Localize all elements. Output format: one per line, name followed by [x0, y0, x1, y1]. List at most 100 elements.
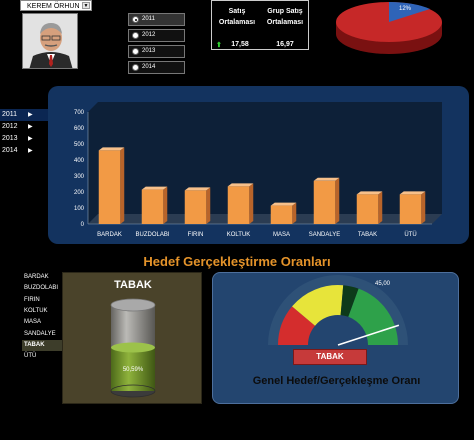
bar — [270, 205, 293, 224]
play-arrow-icon: ▶ — [28, 112, 33, 118]
year-radio-label: 2011 — [142, 16, 155, 22]
gauge-title: Genel Hedef/Gerçekleşme Oranı — [252, 375, 421, 387]
person-photo — [22, 13, 78, 69]
gauge-zone-green — [348, 288, 398, 345]
bar-top — [399, 191, 426, 195]
x-tick-label: ÜTÜ — [404, 231, 416, 238]
stat-value-sales-average: 17,58 — [231, 41, 249, 48]
y-tick-label: 100 — [74, 206, 85, 212]
pie-share-label: 12% — [399, 6, 412, 12]
x-tick-label: TABAK — [358, 232, 377, 238]
gauge-zone-yellow — [292, 285, 344, 326]
cylinder-title: TABAK — [114, 279, 152, 291]
person-select[interactable]: KEREM ÖRHUN ▼ — [20, 0, 92, 11]
bar-side — [335, 177, 340, 224]
bar-side — [292, 202, 297, 224]
up-arrow-icon: ⬆ — [216, 42, 222, 49]
target-cylinder-panel: TABAK 50,59% — [62, 272, 202, 404]
year-radio-label: 2012 — [142, 32, 156, 38]
bar-side — [421, 191, 426, 224]
x-tick-label: MASA — [273, 232, 290, 238]
x-tick-label: FIRIN — [188, 232, 204, 238]
bar — [399, 194, 422, 224]
bar-side — [378, 191, 383, 224]
chevron-down-icon[interactable]: ▼ — [82, 2, 90, 9]
cylinder-fill — [111, 347, 155, 391]
gauge-value-label: 45,00 — [375, 281, 391, 287]
cylinder-percent-label: 50,59% — [123, 367, 144, 373]
y-tick-label: 500 — [74, 142, 85, 148]
x-tick-label: BUZDOLABI — [135, 232, 169, 238]
pie-slice-share — [389, 1, 430, 23]
year-radio-label: 2013 — [142, 48, 156, 54]
year-list-item-2011[interactable]: 2011 ▶ — [0, 109, 50, 121]
year-list-label: 2012 — [2, 123, 18, 130]
y-tick-label: 0 — [81, 222, 85, 228]
y-tick-label: 700 — [74, 110, 85, 116]
gauge-zone-top — [340, 285, 359, 317]
bar-side — [249, 183, 254, 224]
play-arrow-icon: ▶ — [28, 136, 33, 142]
year-radio-2012[interactable]: 2012 — [128, 29, 185, 42]
bar-top — [356, 191, 383, 195]
product-list-item[interactable]: TABAK — [22, 339, 62, 351]
sales-stats-box: Satış Ortalaması Grup Satış Ortalaması ⬆… — [211, 0, 309, 50]
portrait-image — [23, 14, 77, 68]
year-radio-2011[interactable]: 2011 — [128, 13, 185, 26]
product-list-item[interactable]: KOLTUK — [24, 307, 48, 314]
sales-bar-chart: 0 100 200 300 400 500 600 700 BARDAK BUZDOLABI FIR… — [74, 102, 442, 238]
product-list-item[interactable]: MASA — [24, 319, 42, 326]
stat-value-group-average: 16,97 — [276, 41, 294, 48]
y-tick-label: 300 — [74, 174, 85, 180]
year-list-item-2014[interactable]: 2014 ▶ — [0, 145, 50, 157]
product-list-item[interactable]: ÜTÜ — [24, 353, 37, 360]
bar — [184, 190, 207, 224]
year-radio-2014[interactable]: 2014 — [128, 61, 185, 74]
radio-circle-icon[interactable] — [132, 16, 139, 23]
stat-heading-sales-average: Satış Ortalaması — [218, 8, 256, 26]
bar — [98, 150, 121, 224]
y-tick-label: 200 — [74, 190, 85, 196]
play-arrow-icon: ▶ — [28, 148, 33, 154]
bar — [141, 189, 164, 224]
year-radio-2013[interactable]: 2013 — [128, 45, 185, 58]
bar — [313, 180, 336, 224]
year-list-item-2012[interactable]: 2012 ▶ — [0, 121, 50, 133]
radio-circle-icon[interactable] — [132, 48, 139, 55]
bar-top — [184, 187, 211, 191]
radio-circle-icon[interactable] — [132, 32, 139, 39]
chart-floor — [88, 214, 442, 224]
gauge-zone-red — [278, 306, 316, 345]
person-select-value: KEREM ÖRHUN — [27, 3, 80, 10]
sales-bar-chart-panel: 0 100 200 300 400 500 600 700 BARDAK BUZDOLABI FIR… — [48, 86, 469, 244]
year-list-label: 2011 — [2, 111, 18, 118]
bar — [356, 194, 379, 224]
year-radio-label: 2014 — [142, 64, 156, 70]
year-list-label: 2013 — [2, 135, 18, 142]
product-list-item[interactable]: BARDAK — [24, 274, 49, 280]
speedometer-gauge: 45,00 — [268, 275, 408, 346]
bar-top — [227, 183, 254, 187]
gauge-needle — [337, 324, 400, 346]
play-arrow-icon: ▶ — [28, 124, 33, 130]
year-list-item-2013[interactable]: 2013 ▶ — [0, 133, 50, 145]
bar-top — [270, 202, 297, 206]
gauge-product-button[interactable]: TABAK — [293, 349, 367, 365]
product-list-item[interactable]: BUZDOLABI — [24, 285, 59, 292]
bar — [227, 186, 250, 224]
bar-top — [98, 147, 125, 151]
year-list-label: 2014 — [2, 147, 18, 154]
bar-side — [120, 147, 125, 224]
product-list-item[interactable]: SANDALYE — [24, 330, 56, 337]
chart-back-wall — [88, 102, 442, 224]
y-tick-label: 600 — [74, 126, 85, 132]
x-tick-label: KOLTUK — [227, 232, 251, 238]
product-list-item[interactable]: FIRIN — [24, 296, 40, 303]
radio-circle-icon[interactable] — [132, 64, 139, 71]
stat-heading-group-average: Grup Satış Ortalaması — [266, 8, 304, 26]
bar-top — [141, 186, 168, 190]
bar-side — [163, 186, 168, 224]
share-pie-chart: 12% — [333, 0, 445, 62]
section-title: Hedef Gerçekleştirme Oranları — [143, 254, 331, 269]
target-cylinder-gauge: 50,59% — [110, 298, 156, 398]
